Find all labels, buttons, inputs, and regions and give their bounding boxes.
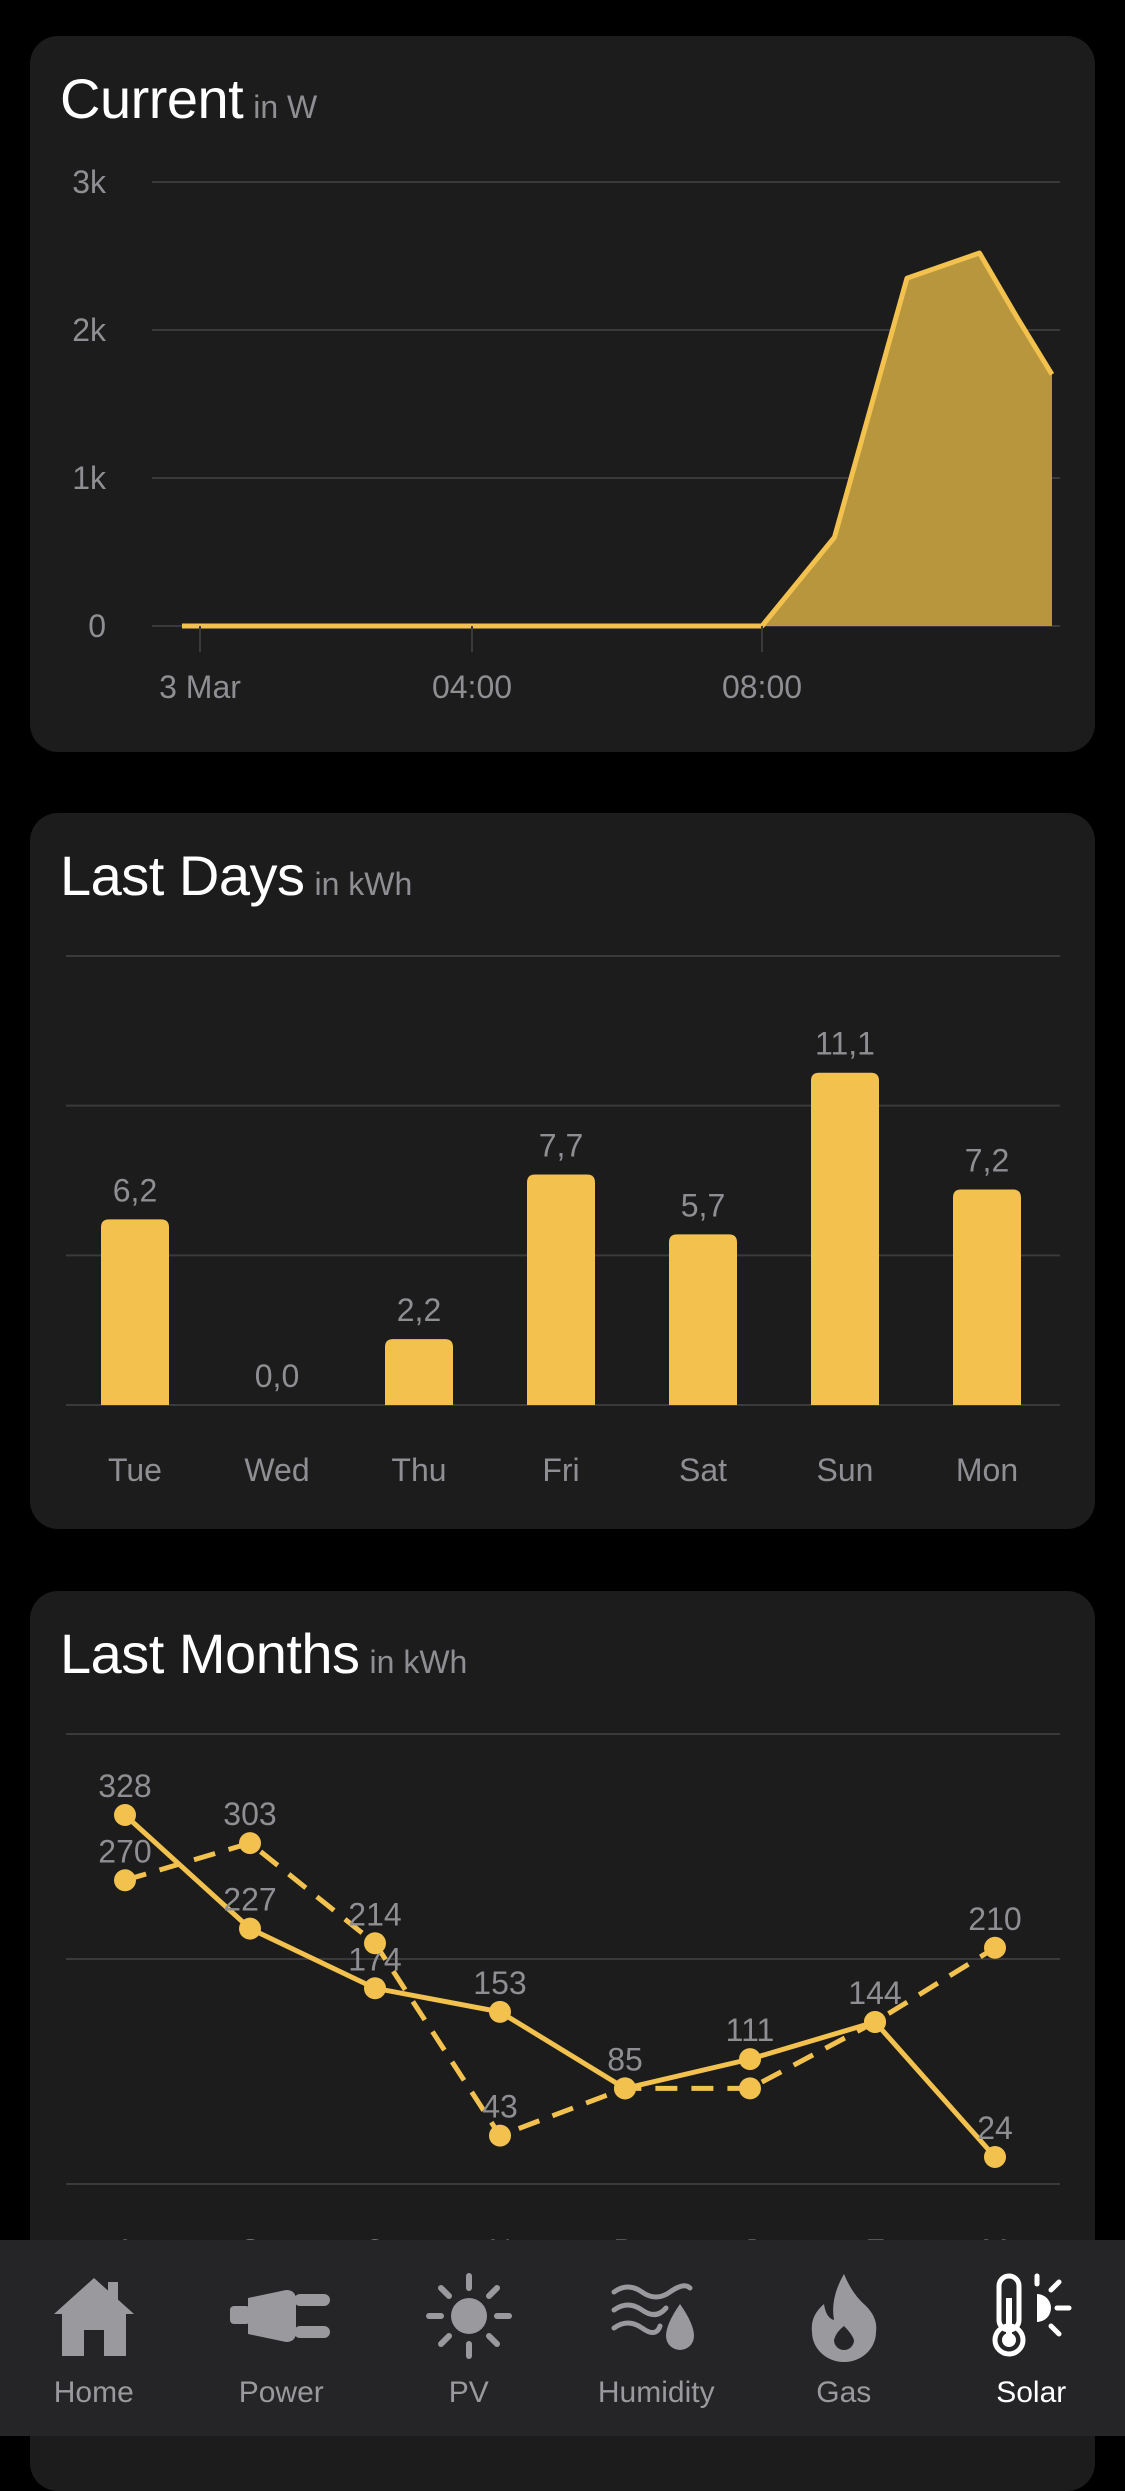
- bar: [101, 1219, 169, 1405]
- sun-icon: [414, 2266, 524, 2366]
- point-value-label: 214: [348, 1896, 401, 1932]
- bar: [811, 1072, 879, 1405]
- data-point: [364, 1977, 386, 2000]
- days-unit: in kWh: [314, 866, 413, 902]
- data-point: [984, 2146, 1006, 2168]
- bar-value-label: 5,7: [681, 1187, 725, 1223]
- tab-home[interactable]: Home: [4, 2240, 184, 2436]
- point-value-label: 328: [98, 1768, 151, 1804]
- tab-power[interactable]: Power: [191, 2240, 371, 2436]
- data-point: [739, 2077, 761, 2100]
- area-fill: [182, 253, 1052, 627]
- bar: [385, 1339, 453, 1405]
- tab-humidity-label: Humidity: [597, 2376, 715, 2409]
- last-days-card: Last Days in kWh 6,2 Tue 0,0 Wed 2,2 Thu 7,7 Fri…: [30, 813, 1095, 1529]
- bar-value-label: 11,1: [815, 1026, 875, 1062]
- bar: [953, 1189, 1021, 1405]
- data-point: [489, 2000, 511, 2023]
- bar-value-label: 7,2: [965, 1142, 1009, 1178]
- x-tick-label: Sun: [817, 1452, 874, 1488]
- series-line: [123, 1813, 997, 2159]
- data-point: [614, 2077, 636, 2100]
- current-card-title: Current in W: [60, 66, 317, 131]
- bar-value-label: 2,2: [397, 1292, 441, 1328]
- humidity-icon: [601, 2266, 711, 2366]
- y-tick-label: 0: [88, 608, 106, 644]
- current-power-card: Current in W 0 1k 2k 3k 3 Mar 04:00 08:00: [30, 36, 1095, 752]
- point-value-label: 227: [223, 1882, 276, 1918]
- current-unit: in W: [253, 89, 318, 125]
- data-point: [239, 1917, 261, 1940]
- data-point: [864, 2011, 886, 2033]
- current-area-chart: 0 1k 2k 3k 3 Mar 04:00 08:00: [72, 164, 1060, 705]
- point-value-label: 111: [726, 2012, 775, 2048]
- plug-icon: [226, 2266, 336, 2366]
- y-tick-label: 2k: [72, 312, 107, 348]
- tab-power-label: Power: [238, 2376, 324, 2409]
- tab-solar[interactable]: Solar: [941, 2240, 1121, 2436]
- y-tick-label: 3k: [72, 164, 107, 200]
- data-point: [489, 2124, 511, 2147]
- days-title: Last Days: [60, 844, 305, 907]
- x-tick-label: Mon: [956, 1452, 1018, 1488]
- data-point: [114, 1869, 136, 1892]
- data-point: [239, 1832, 261, 1855]
- x-tick-label: Thu: [391, 1452, 446, 1488]
- point-value-label: 153: [473, 1965, 526, 2001]
- data-point: [984, 1936, 1006, 1959]
- days-card-title: Last Days in kWh: [60, 843, 412, 908]
- y-tick-label: 1k: [72, 460, 107, 496]
- bar: [669, 1234, 737, 1405]
- bar: [527, 1174, 595, 1405]
- point-value-label: 303: [223, 1796, 276, 1832]
- tab-gas[interactable]: Gas: [754, 2240, 934, 2436]
- x-tick-label: Tue: [108, 1452, 162, 1488]
- tab-bar: Home Power: [0, 2240, 1125, 2436]
- months-card-title: Last Months in kWh: [60, 1621, 467, 1686]
- x-tick-label: Wed: [244, 1452, 309, 1488]
- last-days-bar-chart: 6,2 Tue 0,0 Wed 2,2 Thu 7,7 Fri 5,7 Sat 11,1 Sun 7,2…: [66, 955, 1060, 1488]
- point-value-label: 144: [848, 1975, 901, 2011]
- months-title: Last Months: [60, 1622, 360, 1685]
- tab-humidity[interactable]: Humidity: [566, 2240, 746, 2436]
- x-tick-label: Sat: [679, 1452, 727, 1488]
- flame-icon: [789, 2266, 899, 2366]
- home-icon: [39, 2266, 149, 2366]
- point-value-label: 210: [968, 1901, 1021, 1937]
- tab-home-label: Home: [53, 2376, 134, 2409]
- x-tick-label: Fri: [542, 1452, 579, 1488]
- point-value-label: 43: [482, 2089, 518, 2125]
- tab-pv[interactable]: PV: [379, 2240, 559, 2436]
- x-tick-label: 3 Mar: [159, 669, 241, 705]
- data-point: [739, 2048, 761, 2071]
- months-unit: in kWh: [369, 1644, 468, 1680]
- point-value-label: 24: [977, 2110, 1013, 2146]
- data-point: [364, 1932, 386, 1955]
- tab-pv-label: PV: [448, 2376, 489, 2409]
- series-line: [124, 1840, 997, 2139]
- bar-value-label: 0,0: [255, 1358, 299, 1394]
- x-tick-label: 04:00: [432, 669, 512, 705]
- point-value-label: 270: [98, 1833, 151, 1869]
- x-tick-label: 08:00: [722, 669, 802, 705]
- tab-gas-label: Gas: [816, 2376, 872, 2409]
- thermometer-sun-icon: [976, 2266, 1086, 2366]
- data-point: [114, 1804, 136, 1826]
- point-value-label: 85: [607, 2041, 643, 2077]
- tab-solar-label: Solar: [996, 2376, 1067, 2409]
- bar-value-label: 7,7: [539, 1128, 583, 1164]
- current-title: Current: [60, 67, 244, 130]
- bar-value-label: 6,2: [113, 1172, 157, 1208]
